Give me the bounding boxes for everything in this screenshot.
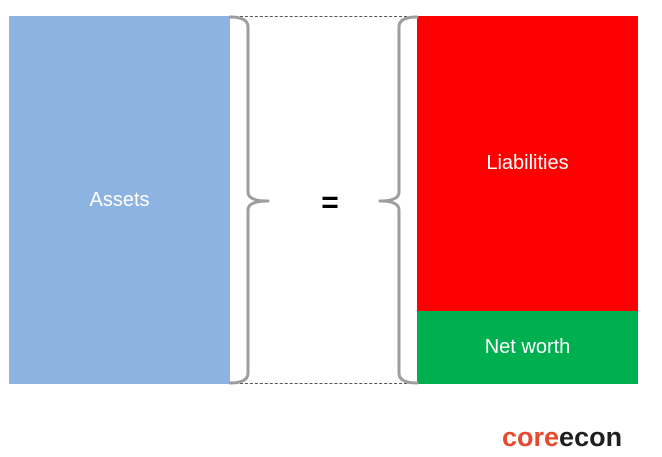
logo-core-text: core	[502, 422, 560, 452]
top-dashed-line	[230, 16, 417, 17]
net-worth-label: Net worth	[484, 336, 571, 358]
right-brace	[378, 15, 419, 385]
bottom-dashed-line	[230, 383, 417, 384]
net-worth-block: Net worth	[417, 311, 638, 384]
assets-block: Assets	[9, 16, 230, 384]
coreecon-logo: coreecon	[502, 424, 622, 451]
liabilities-block: Liabilities	[417, 16, 638, 311]
left-brace	[228, 15, 270, 385]
equals-sign: =	[321, 186, 339, 219]
assets-label: Assets	[89, 188, 150, 211]
logo-econ-text: econ	[559, 422, 623, 452]
liabilities-label: Liabilities	[486, 152, 569, 174]
